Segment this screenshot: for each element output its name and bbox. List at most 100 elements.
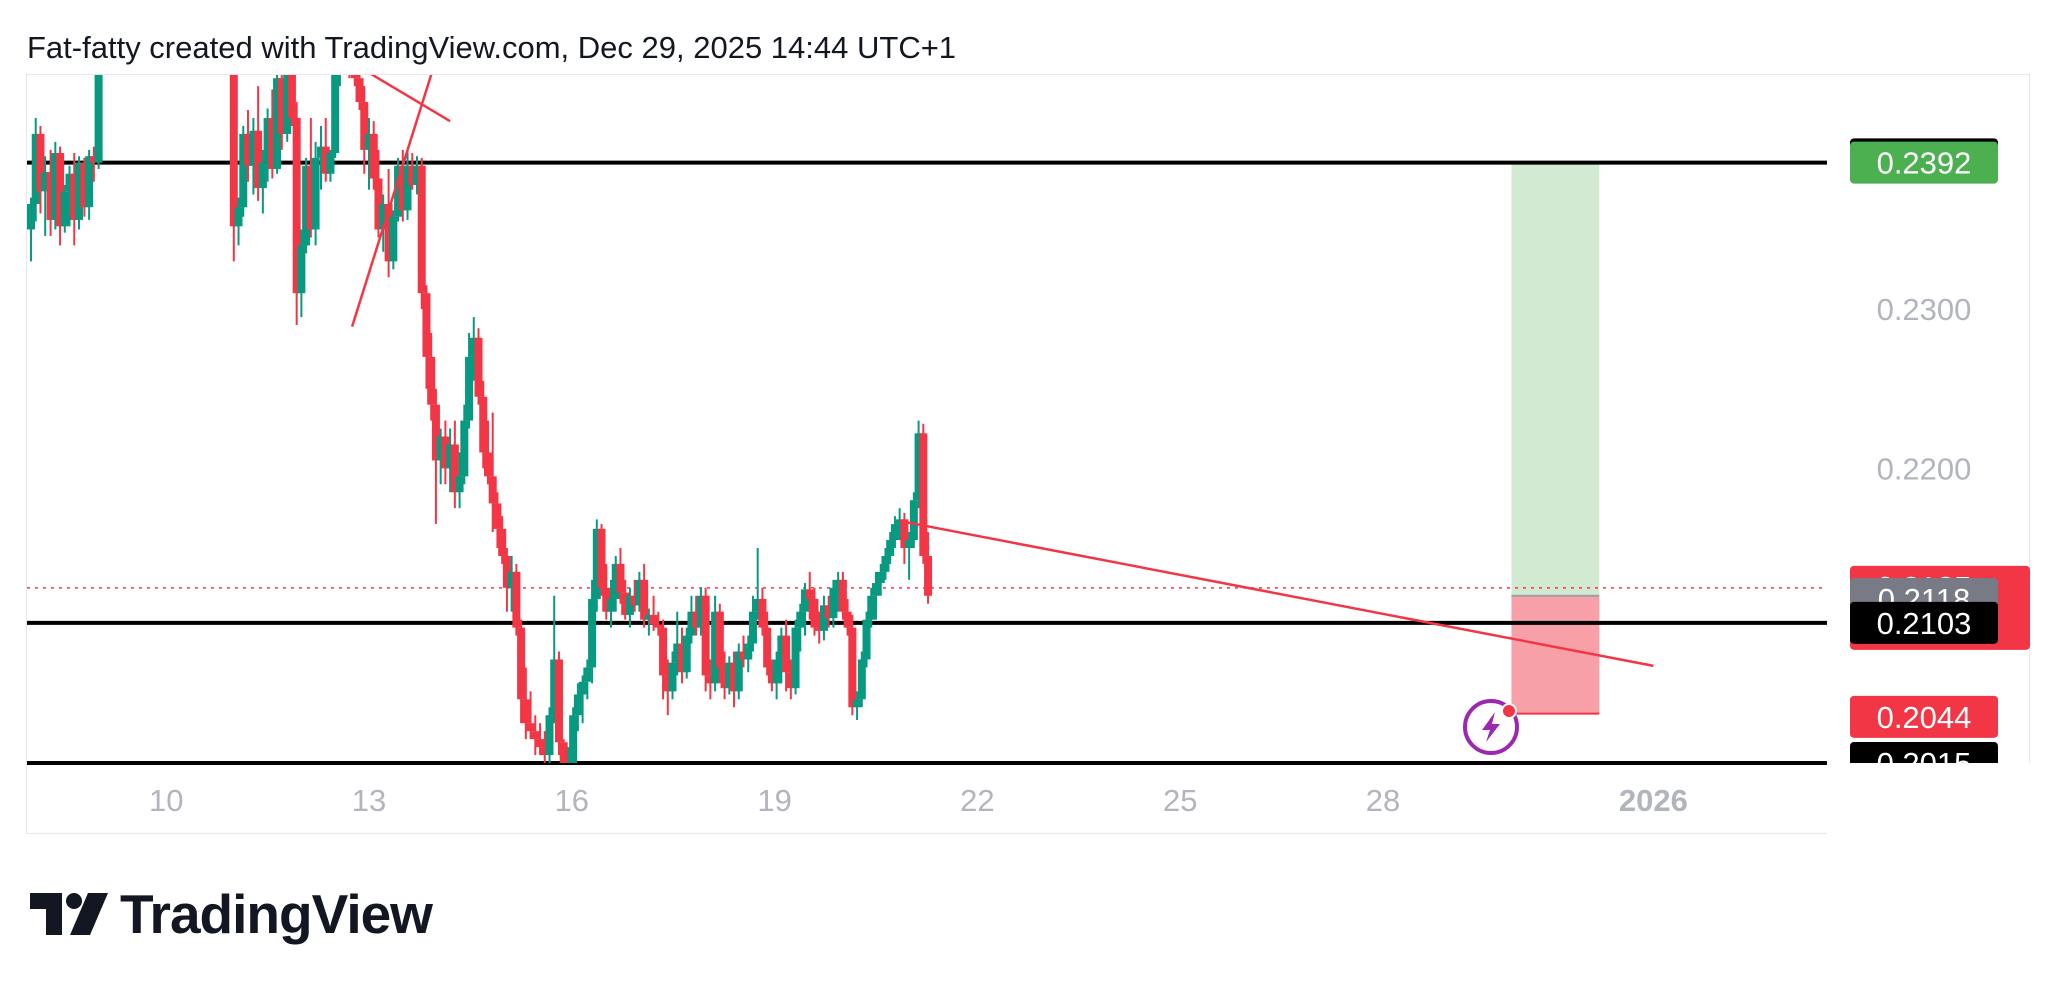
candle	[673, 611, 682, 676]
candle-body	[592, 528, 601, 599]
candle	[56, 146, 65, 246]
candle	[772, 651, 781, 700]
candle	[843, 598, 852, 636]
candle	[31, 118, 40, 222]
candle-body	[422, 293, 431, 357]
price-label[interactable]: 0.2103	[1850, 601, 1998, 644]
profit-zone[interactable]	[1511, 162, 1600, 596]
candle	[550, 595, 559, 724]
candle	[677, 627, 686, 684]
candle-body	[321, 146, 330, 174]
candle	[321, 118, 330, 182]
candle-body	[302, 165, 311, 246]
candle-body	[326, 153, 335, 174]
candle	[857, 651, 866, 708]
candle-body	[550, 659, 559, 716]
candle-body	[767, 667, 776, 684]
candle-body	[867, 595, 876, 620]
candle	[687, 595, 696, 644]
candle	[815, 611, 824, 644]
candle-body	[80, 162, 89, 208]
candle-body	[243, 133, 252, 166]
candle	[417, 157, 426, 310]
candle-body	[427, 356, 436, 405]
candle-body	[659, 627, 668, 676]
candle-body	[663, 675, 672, 692]
candle	[782, 619, 791, 692]
time-axis[interactable]: 10 13 16 19 22 25 28 2026	[149, 783, 1688, 818]
candle	[287, 75, 296, 126]
candle	[41, 156, 50, 236]
loss-zone[interactable]	[1511, 595, 1600, 714]
price-label[interactable]: 0.2392	[1850, 141, 1998, 184]
candle-body	[31, 133, 40, 204]
candle-body	[431, 404, 440, 461]
trendlines[interactable]	[349, 75, 1654, 668]
candle-body	[872, 583, 880, 596]
candle	[890, 516, 899, 548]
candle-body	[588, 598, 597, 668]
candle	[720, 651, 729, 700]
candle	[446, 428, 455, 493]
alert-icon[interactable]	[1463, 699, 1519, 755]
candle-body	[507, 571, 516, 588]
candle	[554, 651, 563, 756]
candle-body	[805, 589, 814, 599]
candle	[597, 524, 606, 596]
candle	[450, 420, 459, 509]
candle	[692, 595, 701, 636]
long-position-tool[interactable]	[1511, 162, 1600, 715]
trendline[interactable]	[350, 75, 437, 328]
candle-body	[919, 433, 928, 556]
candle-body	[905, 540, 914, 548]
candle	[569, 707, 578, 763]
time-tick-label: 2026	[1619, 783, 1688, 818]
candle-body	[730, 662, 739, 692]
candle	[74, 156, 83, 230]
candle-body	[616, 563, 625, 593]
candle-body	[630, 595, 639, 606]
candle-body	[720, 667, 729, 689]
candle	[229, 75, 238, 262]
candle	[360, 86, 369, 174]
candle	[427, 333, 436, 421]
price-label-text: 0.2044	[1877, 700, 1972, 735]
candle	[668, 651, 677, 700]
candle	[455, 452, 464, 509]
candle-body	[394, 165, 403, 217]
candle	[592, 519, 601, 612]
candlestick-chart[interactable]: 0.23000.22000.23940.23920.212502:15:220.…	[27, 75, 2031, 835]
candle-body	[249, 130, 258, 166]
candle-body	[696, 595, 705, 628]
candle	[422, 285, 431, 389]
candle-body	[268, 118, 277, 169]
candle	[919, 423, 928, 564]
candle-body	[838, 579, 847, 612]
candle	[881, 548, 890, 580]
candle-body	[673, 643, 682, 663]
candle	[824, 595, 833, 628]
trendline[interactable]	[899, 519, 1654, 668]
price-label-text: 0.2103	[1877, 606, 1972, 641]
candle-body	[677, 643, 686, 673]
candle-body	[526, 723, 535, 732]
trendline[interactable]	[349, 75, 451, 123]
candle-body	[94, 75, 103, 163]
candle	[51, 141, 60, 230]
candle	[94, 75, 103, 169]
candle-body	[909, 500, 918, 541]
price-label[interactable]: 0.2044	[1850, 695, 1998, 738]
candle	[384, 168, 393, 278]
candle-body	[796, 611, 805, 628]
candle-body	[559, 742, 568, 763]
candle	[924, 532, 933, 604]
candle-body	[602, 587, 611, 612]
candle	[914, 420, 923, 509]
chart-area[interactable]: 0.23000.22000.23940.23920.212502:15:220.…	[26, 74, 2031, 835]
candle	[389, 210, 398, 270]
candle	[80, 157, 89, 217]
candle-body	[862, 619, 871, 660]
price-axis[interactable]: 0.23000.22000.23940.23920.212502:15:220.…	[1827, 138, 2031, 835]
candle-body	[573, 694, 582, 716]
candle	[616, 548, 625, 604]
